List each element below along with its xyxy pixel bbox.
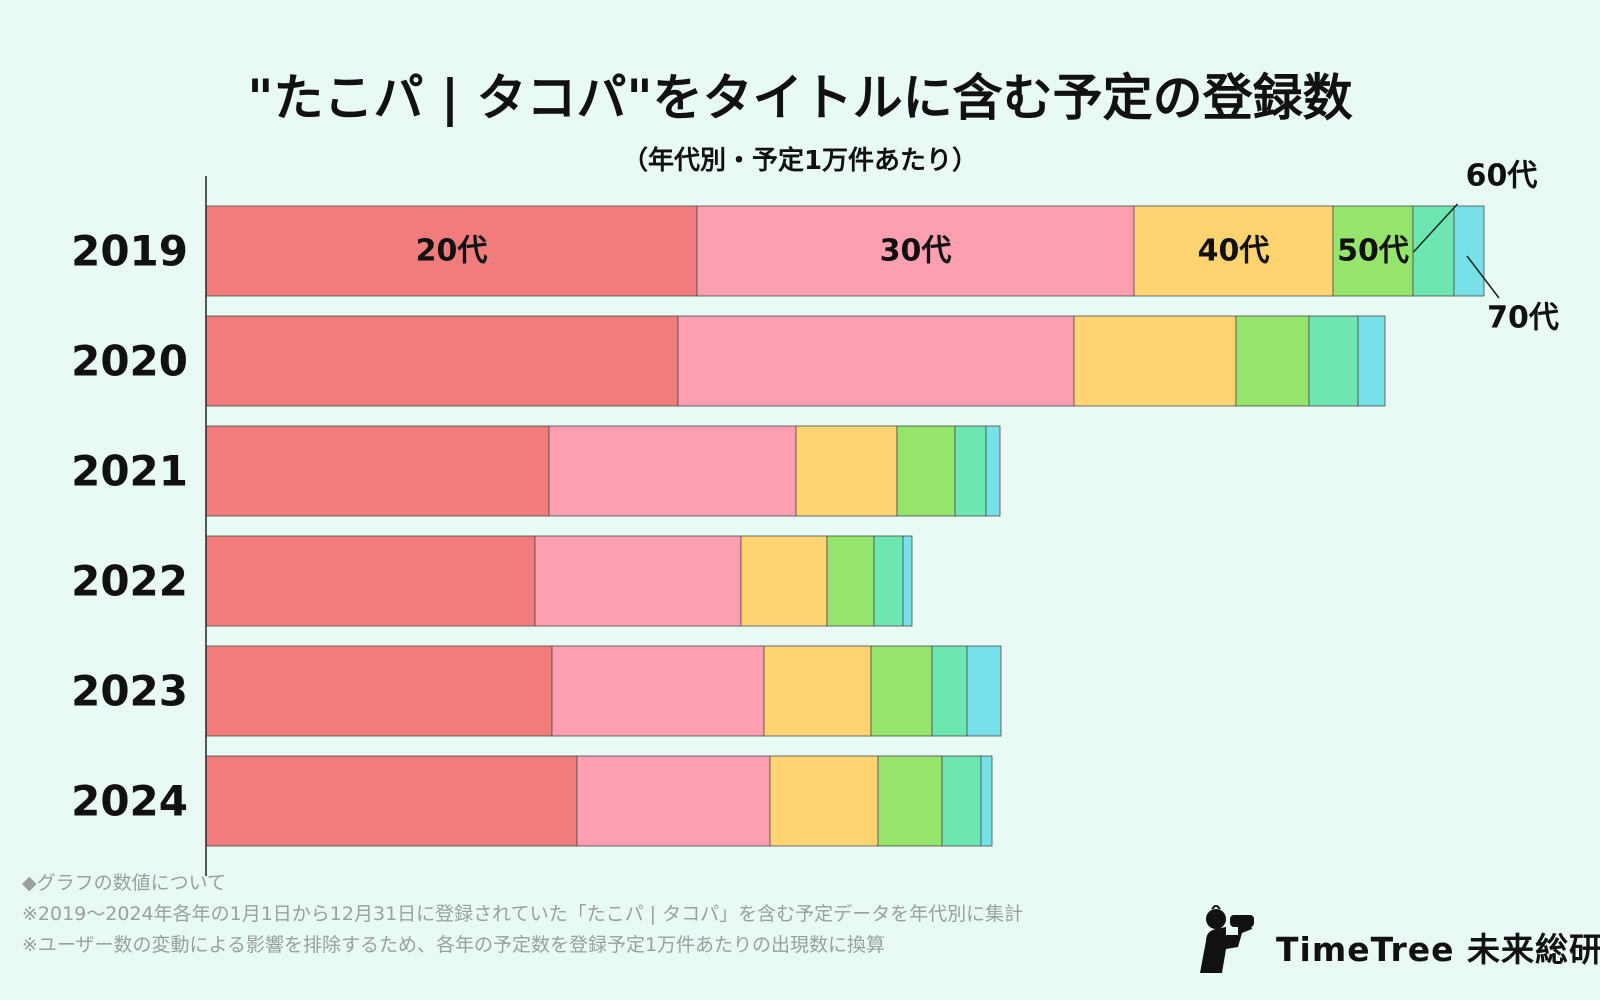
bar-2019-40代 <box>1133 205 1334 297</box>
bar-2024-50代 <box>877 755 943 847</box>
year-label-2020: 2020 <box>71 337 188 386</box>
bar-2021-20代 <box>205 425 550 517</box>
note-heading: ◆グラフの数値について <box>22 872 227 894</box>
bar-2020-60代 <box>1308 315 1359 407</box>
chart-title: "たこパ | タコパ"をタイトルに含む予定の登録数 <box>247 69 1353 127</box>
bar-2022-40代 <box>740 535 828 627</box>
bar-2024-30代 <box>576 755 771 847</box>
segment-label-50代: 50代 <box>1337 234 1409 269</box>
year-label-2022: 2022 <box>71 557 188 606</box>
note-line-1: ※2019〜2024年各年の1月1日から12月31日に登録されていた「たこパ |… <box>22 903 1024 925</box>
bar-2022-20代 <box>205 535 536 627</box>
bar-2023-40代 <box>763 645 872 737</box>
person-with-binoculars-icon <box>1200 903 1254 973</box>
bar-2022-30代 <box>534 535 742 627</box>
bar-2023-70代 <box>966 645 1002 737</box>
year-label-2023: 2023 <box>71 667 188 716</box>
bar-2023-30代 <box>551 645 765 737</box>
brand-logo: TimeTree 未来総研 <box>1186 903 1600 977</box>
bar-2022-50代 <box>826 535 875 627</box>
bar-2024-20代 <box>205 755 578 847</box>
bar-2019-60代 <box>1412 205 1455 297</box>
bar-2020-20代 <box>205 315 679 407</box>
callout-line-60 <box>1412 203 1459 253</box>
year-label-2021: 2021 <box>71 447 188 496</box>
bar-2019-50代 <box>1332 205 1414 297</box>
brand-name: TimeTree 未来総研 <box>1276 930 1600 969</box>
segment-label-20代: 20代 <box>416 234 488 269</box>
bar-2022-60代 <box>873 535 904 627</box>
stacked-bar-chart: 2019 20代 30代 40代 50代 2020 2021 2022 2023 2024 60代 7… <box>71 159 1559 876</box>
callout-label-60: 60代 <box>1466 159 1538 194</box>
chart-subtitle: （年代別・予定1万件あたり） <box>621 146 979 176</box>
bar-2024-40代 <box>769 755 879 847</box>
bar-2021-40代 <box>795 425 898 517</box>
bar-2021-70代 <box>985 425 1001 517</box>
bar-2020-70代 <box>1357 315 1386 407</box>
bar-2024-70代 <box>980 755 993 847</box>
bar-2021-60代 <box>954 425 987 517</box>
bar-2023-20代 <box>205 645 553 737</box>
bar-2024-60代 <box>941 755 982 847</box>
bar-2023-60代 <box>931 645 968 737</box>
bar-2020-40代 <box>1073 315 1237 407</box>
year-label-2024: 2024 <box>71 777 188 826</box>
year-label-2019: 2019 <box>71 227 188 276</box>
callout-line-70 <box>1466 255 1500 299</box>
bar-2020-50代 <box>1235 315 1310 407</box>
bar-2022-70代 <box>902 535 913 627</box>
bar-2021-50代 <box>896 425 956 517</box>
bar-2023-50代 <box>870 645 933 737</box>
callout-label-70: 70代 <box>1487 301 1559 336</box>
segment-label-30代: 30代 <box>880 234 952 269</box>
bar-2019-20代 <box>205 205 698 297</box>
note-line-2: ※ユーザー数の変動による影響を排除するため、各年の予定数を登録予定1万件あたりの… <box>22 934 886 956</box>
bar-2019-70代 <box>1453 205 1485 297</box>
segment-label-40代: 40代 <box>1198 234 1270 269</box>
bar-2020-30代 <box>677 315 1075 407</box>
bar-2021-30代 <box>548 425 797 517</box>
